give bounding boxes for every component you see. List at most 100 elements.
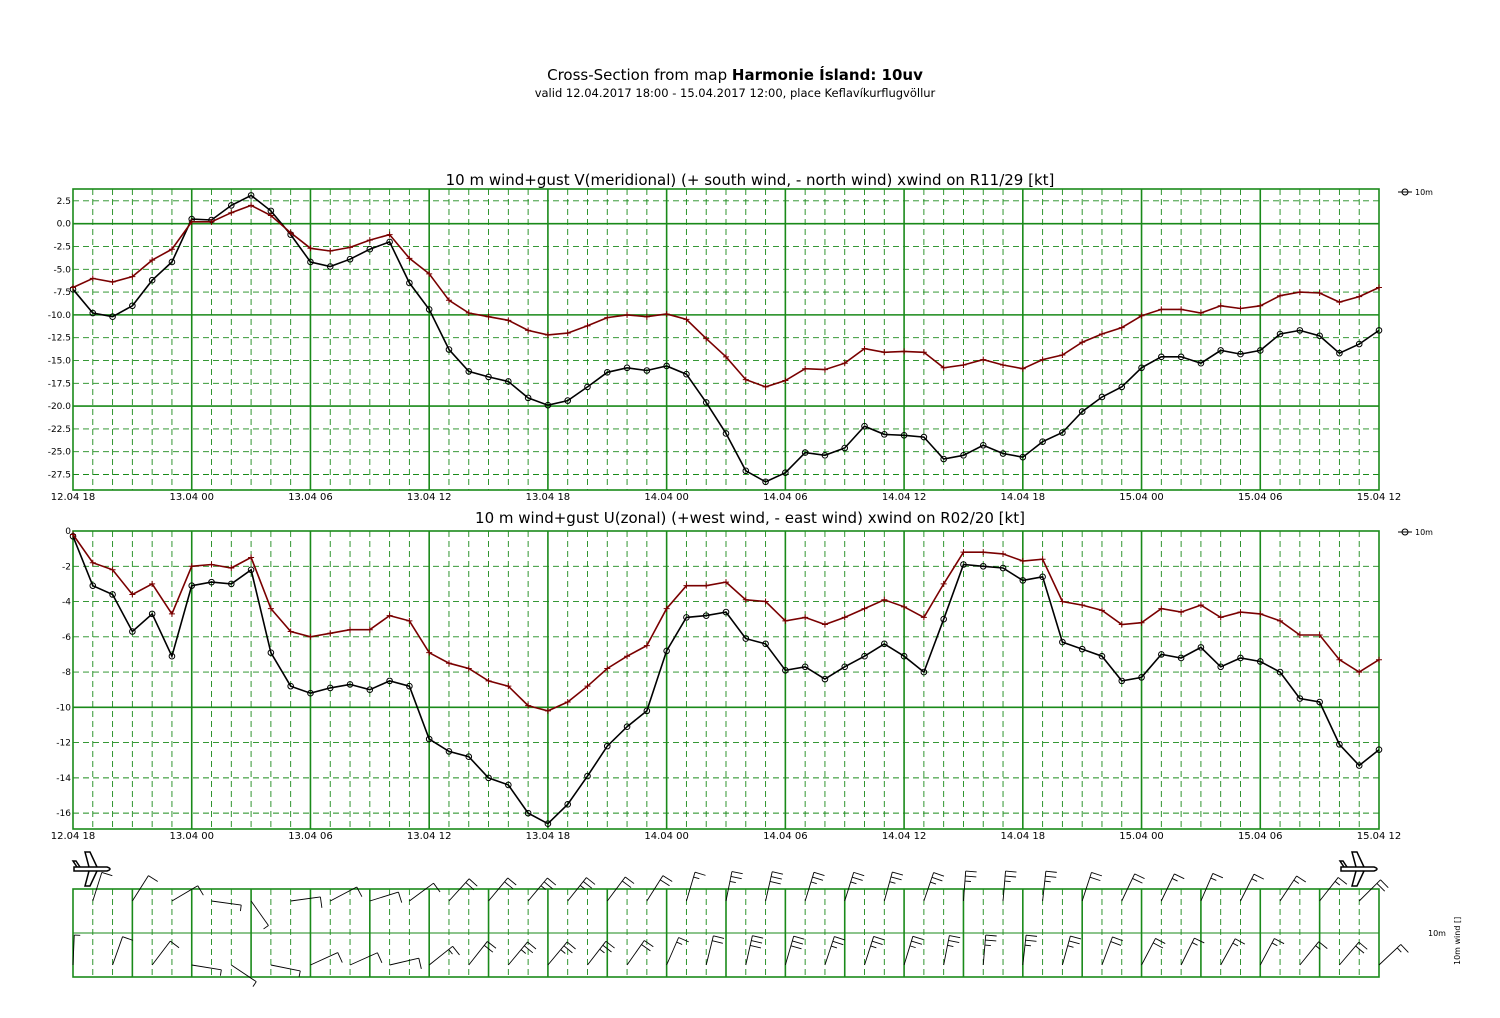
data-point-gust (624, 653, 631, 660)
wind-barb (389, 957, 422, 969)
data-point-10m (1276, 330, 1284, 338)
data-point-10m (247, 192, 255, 199)
data-point-10m (1019, 577, 1027, 584)
barb-staff (191, 964, 222, 971)
data-point-10m (1217, 663, 1224, 671)
x-tick-label: 13.04 12 (407, 492, 452, 503)
barb-feather (1376, 883, 1386, 892)
barb-feather (890, 876, 902, 881)
v-panel-legend-label: 10m (1415, 188, 1433, 197)
barb-feather (1070, 935, 1082, 940)
wind-barb (1061, 935, 1082, 966)
barb-staff (1259, 938, 1275, 966)
barb-feather (853, 871, 865, 877)
barb-feather (263, 925, 269, 930)
data-point-gust (109, 279, 116, 286)
barb-feather (731, 871, 743, 875)
barb-feather (586, 877, 596, 885)
barb-staff (963, 871, 967, 902)
barb-staff (1160, 873, 1175, 902)
wind-barb (725, 871, 743, 902)
data-point-10m (979, 442, 987, 449)
data-point-gust (1098, 607, 1105, 614)
barb-staff (72, 935, 75, 966)
data-point-gust (723, 353, 729, 360)
y-tick-label: 0 (65, 527, 71, 537)
barb-feather (504, 881, 514, 890)
data-point-gust (228, 209, 235, 216)
data-point-gust (1178, 609, 1185, 616)
barb-feather (1253, 873, 1265, 880)
data-point-10m (1336, 741, 1343, 748)
wind-barb (131, 875, 158, 902)
data-point-gust (1039, 556, 1046, 563)
barb-feather (1315, 945, 1321, 950)
data-point-10m (228, 580, 235, 588)
y-tick-label: 2.5 (57, 197, 71, 207)
data-point-10m (1138, 674, 1145, 681)
barb-feather (644, 940, 654, 948)
barb-staff (685, 872, 696, 902)
barb-staff (864, 936, 875, 966)
data-point-gust (762, 383, 769, 390)
data-point-gust (703, 582, 710, 589)
data-point-10m (148, 276, 156, 284)
data-point-gust (742, 596, 749, 603)
data-point-gust (366, 237, 373, 244)
data-point-10m (1375, 746, 1383, 753)
data-point-10m (524, 394, 532, 402)
barb-feather (985, 939, 997, 942)
barb-feather (583, 881, 593, 889)
data-point-gust (821, 621, 828, 628)
data-point-10m (386, 677, 393, 685)
x-tick-label: 14.04 00 (644, 831, 689, 842)
barb-staff (231, 964, 257, 983)
data-point-gust (168, 610, 175, 617)
barb-staff (1101, 936, 1113, 966)
data-point-gust (1356, 293, 1363, 300)
data-point-gust (1178, 306, 1185, 313)
barb-staff (804, 872, 815, 902)
wind-barb (72, 934, 81, 966)
barb-feather (468, 878, 478, 887)
y-tick-label: -2.5 (53, 242, 71, 252)
barb-feather (452, 946, 460, 956)
data-point-gust (980, 356, 987, 363)
data-point-gust (1158, 605, 1165, 612)
barb-feather (376, 952, 383, 963)
barb-staff (587, 941, 607, 966)
barb-feather (831, 945, 838, 949)
series-line-10m (72, 536, 1380, 825)
barb-feather (1337, 877, 1348, 885)
data-point-10m (603, 369, 611, 376)
wind-barb (606, 876, 635, 902)
barb-staff (1299, 941, 1320, 966)
data-point-gust (287, 229, 294, 236)
barb-feather (433, 882, 441, 893)
barb-feather (1355, 945, 1365, 954)
wind-barb (824, 936, 845, 966)
x-tick-label: 14.04 18 (1001, 492, 1046, 503)
data-point-10m (920, 668, 928, 676)
data-point-10m (168, 258, 176, 266)
barb-staff (844, 872, 855, 902)
wind-barb (1299, 941, 1328, 966)
barb-staff (1061, 935, 1071, 966)
wind-barb (1081, 872, 1103, 902)
data-point-10m (861, 652, 868, 660)
wind-barb (349, 952, 383, 966)
y-tick-label: -17.5 (48, 379, 71, 389)
wind-barb (1200, 873, 1224, 902)
data-point-10m (782, 469, 789, 476)
barb-feather (122, 936, 134, 941)
data-point-gust (980, 549, 987, 556)
data-point-gust (168, 246, 175, 253)
barb-feather (930, 881, 937, 885)
barb-feather (1194, 937, 1205, 944)
barb-staff (1141, 938, 1156, 966)
data-point-gust (1118, 324, 1125, 331)
barb-staff (1180, 937, 1195, 966)
v-panel-series (69, 192, 1383, 486)
barb-feather (641, 944, 651, 952)
